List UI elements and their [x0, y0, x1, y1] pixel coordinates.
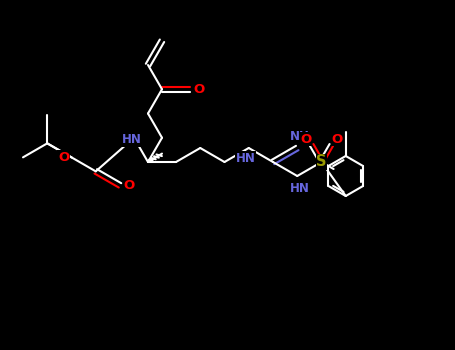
Text: O: O [193, 83, 205, 96]
Text: O: O [58, 151, 69, 164]
Text: S: S [316, 154, 327, 169]
Text: O: O [300, 133, 311, 146]
Text: O: O [332, 133, 343, 146]
Text: HN: HN [236, 152, 256, 164]
Text: O: O [123, 179, 135, 192]
Text: HN: HN [122, 133, 142, 146]
Text: NH: NH [290, 131, 310, 144]
Text: HN: HN [290, 182, 310, 195]
